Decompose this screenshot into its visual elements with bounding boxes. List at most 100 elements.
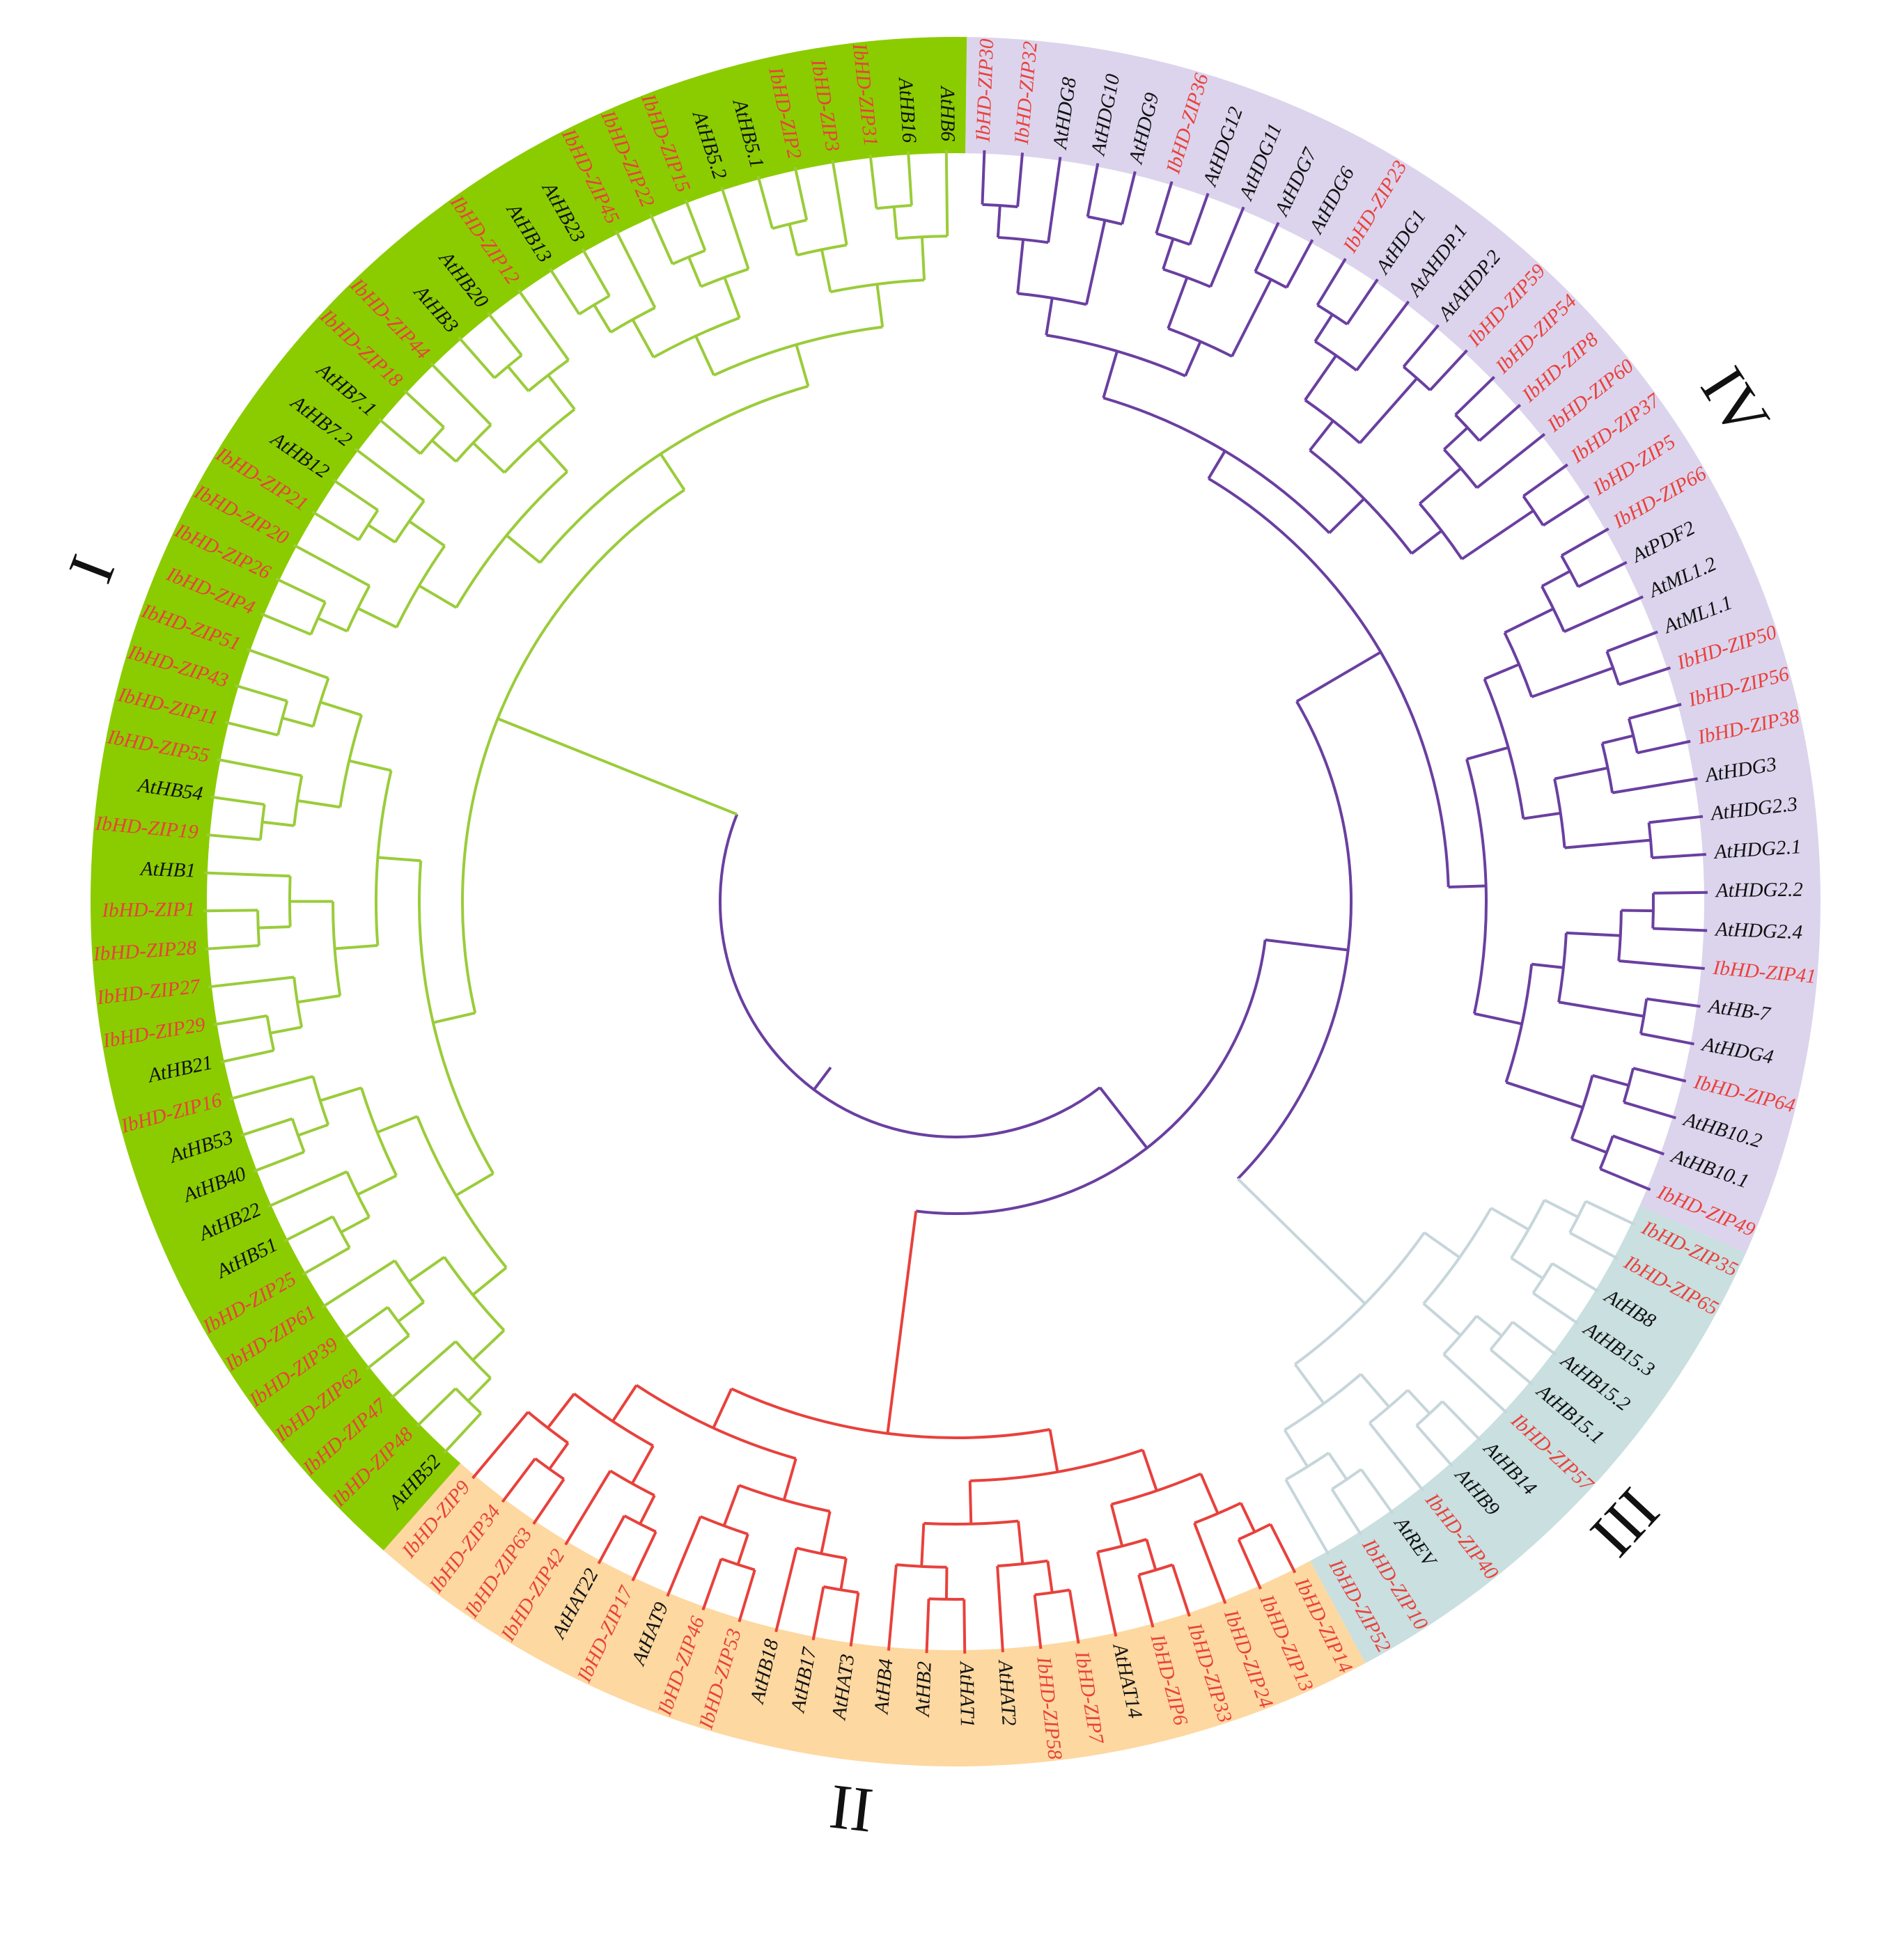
branch-line [1137,1574,1155,1628]
branch-line [1592,1074,1630,1087]
branch-line [1628,703,1682,720]
branch-line [1283,1429,1309,1468]
branch-line [1532,1292,1580,1325]
branch-line [430,439,458,463]
branch-arc [1418,503,1463,560]
branch-arc [982,203,1018,208]
branch-line [247,648,329,680]
branch-line [631,1531,657,1582]
branch-arc [1316,304,1348,326]
branch-arc [1531,1262,1554,1294]
branch-line [471,1266,508,1296]
branch-line [1476,1315,1503,1338]
branch-line [944,150,949,237]
branch-line [240,1117,293,1137]
branch-line [389,1340,457,1400]
branch-arc [915,939,1267,1215]
branch-line [887,1565,898,1651]
branch-line [1510,1257,1544,1280]
branch-line [1564,595,1644,634]
branch-line [1237,1539,1262,1590]
branch-line [376,1115,418,1134]
branch-line [925,1599,930,1654]
branch-line [1478,404,1522,442]
branch-arc [609,306,656,334]
branch-line [1162,238,1175,270]
branch-line [208,975,295,989]
branch-line [517,289,570,361]
branch-line [275,577,326,604]
branch-line [1542,494,1590,527]
branch-line [377,418,422,455]
branch-arc [923,1519,1019,1526]
branch-line [1047,157,1062,243]
branch-arc [345,1170,371,1218]
branch-line [332,478,379,512]
branch-line [501,1457,537,1503]
clade-band-III [1310,1205,1746,1663]
branch-line [220,1049,274,1064]
clade-label-III: III [1577,1475,1672,1570]
branch-line [1570,1137,1607,1154]
branch-line [1086,163,1100,217]
branch-line [367,524,396,544]
branch-line [1564,838,1651,849]
branch-arc [1510,1199,1546,1259]
branch-arc [1314,340,1358,372]
branch-arc [387,1306,410,1337]
branch-line [1207,450,1226,480]
branch-arc [1465,758,1488,1014]
branch-arc [375,770,393,946]
branch-line [1193,1522,1227,1604]
branch-line [548,1442,570,1471]
branch-line [1490,1207,1529,1231]
branch-line [1309,420,1334,452]
branch-line [1327,1452,1348,1480]
branch-arc [258,804,266,840]
clade-bands [90,37,1821,1766]
branch-line [1346,278,1379,325]
branch-arc [713,325,883,377]
branch-line [1454,375,1495,416]
branch-line [1602,734,1634,745]
branch-line [694,335,715,376]
branch-line [611,1384,638,1422]
branch-arc [623,1514,657,1533]
branch-line [1048,1429,1059,1473]
branch-arc [1647,822,1654,859]
branch-line [687,256,703,288]
branch-line [1359,1468,1394,1514]
branch-line [1121,171,1137,225]
branch-arc [1238,1523,1272,1541]
branch-arc [256,910,260,946]
branch-line [1577,560,1628,588]
branch-arc [1236,700,1353,1180]
branch-line [1355,300,1410,372]
branch-line [1541,570,1571,588]
branch-line [581,248,611,297]
branch-line [1441,1400,1482,1441]
branch-arc [896,1563,947,1569]
leaf-label: AtHB6 [936,85,959,142]
leaf-label: AtHB16 [894,76,921,144]
branch-arc [1570,1075,1594,1140]
branch-line [407,1255,446,1283]
branch-arc [1167,327,1233,358]
branch-line [408,519,446,547]
branch-line [1359,377,1419,444]
branch-line [1269,1523,1297,1574]
branch-line [365,1334,410,1371]
branch-line [1109,1504,1124,1547]
leaf-label: AtHAT2 [994,1659,1020,1727]
branch-line [1102,350,1118,399]
branch-line [684,199,707,251]
branch-arc [309,601,327,635]
branch-arc [293,977,304,1028]
branch-line [1442,1353,1509,1414]
branch-line [1566,931,1621,937]
branch-line [281,716,314,728]
branch-line [260,612,312,636]
branch-arc [1442,1315,1478,1356]
branch-line [920,237,926,281]
branch-line [467,1377,492,1402]
